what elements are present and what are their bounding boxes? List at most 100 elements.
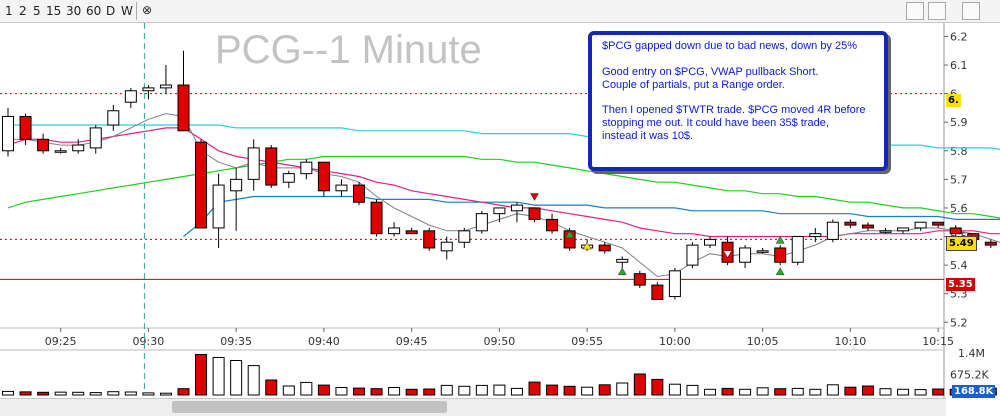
note-line: $PCG gapped down due to bad news, down b… bbox=[602, 40, 874, 53]
note-line: instead it was 10$. bbox=[602, 130, 874, 143]
candle-body bbox=[441, 242, 452, 251]
volume-bar bbox=[90, 393, 101, 395]
candle-body bbox=[55, 151, 66, 153]
note-line: stopping me out. It could have been 35$ … bbox=[602, 117, 874, 130]
volume-bar bbox=[3, 391, 14, 395]
volume-bar bbox=[318, 385, 329, 395]
candle-body bbox=[529, 208, 540, 219]
candle-body bbox=[687, 245, 698, 265]
candle-body bbox=[792, 237, 803, 263]
candle-body bbox=[476, 214, 487, 231]
panel-button[interactable] bbox=[906, 2, 924, 20]
y-tick-label: 5.8 bbox=[950, 145, 968, 158]
x-tick-label: 09:35 bbox=[220, 335, 252, 348]
y-tick-label: 6.2 bbox=[950, 30, 968, 43]
timeframe-2[interactable]: 2 bbox=[19, 4, 27, 18]
x-tick-label: 09:45 bbox=[396, 335, 428, 348]
volume-bar bbox=[564, 386, 575, 395]
candle-body bbox=[406, 231, 417, 234]
volume-bar bbox=[354, 388, 365, 395]
candle-body bbox=[301, 162, 312, 173]
volume-bar bbox=[511, 388, 522, 395]
candle-body bbox=[880, 231, 891, 233]
candle-body bbox=[20, 116, 31, 139]
candle-body bbox=[231, 179, 242, 190]
y-tick-label: 6.1 bbox=[950, 59, 968, 72]
candle-body bbox=[90, 128, 101, 148]
candle-body bbox=[318, 162, 329, 191]
volume-bar bbox=[810, 389, 821, 395]
y-tick-label: 5.4 bbox=[950, 259, 968, 272]
timeframe-15[interactable]: 15 bbox=[46, 4, 61, 18]
candle-body bbox=[915, 222, 926, 228]
volume-bar bbox=[283, 386, 294, 395]
candle-body bbox=[827, 222, 838, 239]
volume-bar bbox=[775, 389, 786, 395]
candle-body bbox=[705, 239, 716, 245]
volume-bar bbox=[160, 393, 171, 395]
volume-bar bbox=[669, 384, 680, 395]
x-tick-label: 09:30 bbox=[133, 335, 165, 348]
volume-bar bbox=[125, 392, 136, 395]
volume-bar bbox=[827, 385, 838, 395]
volume-bar bbox=[687, 385, 698, 395]
timeframe-w[interactable]: W bbox=[121, 4, 133, 18]
candle-body bbox=[371, 202, 382, 233]
candle-body bbox=[389, 228, 400, 234]
candle-body bbox=[845, 222, 856, 225]
candle-body bbox=[266, 148, 277, 185]
horizontal-scrollbar[interactable] bbox=[0, 398, 946, 416]
volume-bar bbox=[599, 385, 610, 395]
volume-bar bbox=[476, 385, 487, 395]
panel-button[interactable] bbox=[962, 2, 980, 20]
volume-bar bbox=[705, 389, 716, 395]
candle-body bbox=[810, 234, 821, 237]
price-tag-prev-level: 6. bbox=[946, 94, 961, 107]
note-line: Good entry on $PCG, VWAP pullback Short. bbox=[602, 66, 874, 79]
timeframe-5[interactable]: 5 bbox=[33, 4, 41, 18]
volume-tick-label: 1.4M bbox=[958, 347, 985, 360]
volume-bar bbox=[266, 380, 277, 395]
x-tick-label: 09:50 bbox=[484, 335, 516, 348]
volume-bar bbox=[389, 388, 400, 396]
candle-body bbox=[354, 185, 365, 202]
volume-bar bbox=[634, 374, 645, 395]
x-tick-label: 09:25 bbox=[45, 335, 77, 348]
timeframe-30[interactable]: 30 bbox=[66, 4, 81, 18]
timeframe-1[interactable]: 1 bbox=[5, 4, 13, 18]
volume-bar bbox=[529, 382, 540, 395]
candle-body bbox=[511, 205, 522, 211]
x-tick-label: 10:15 bbox=[922, 335, 954, 348]
x-tick-label: 10:10 bbox=[835, 335, 867, 348]
candle-body bbox=[669, 271, 680, 297]
volume-bar bbox=[196, 355, 207, 396]
volume-bar bbox=[880, 389, 891, 395]
candle-body bbox=[213, 185, 224, 228]
volume-tick-label: 675.2K bbox=[950, 369, 989, 382]
candle-body bbox=[862, 225, 873, 228]
candle-body bbox=[985, 242, 996, 245]
price-tag-current: 5.49 bbox=[946, 236, 977, 251]
volume-bar bbox=[38, 392, 49, 395]
y-tick-label: 5.2 bbox=[950, 316, 968, 329]
timeframe-d[interactable]: D bbox=[106, 4, 115, 18]
candle-body bbox=[73, 145, 84, 151]
volume-bar bbox=[248, 366, 259, 395]
candle-body bbox=[459, 231, 470, 242]
volume-bar bbox=[792, 388, 803, 395]
candle-body bbox=[196, 142, 207, 228]
x-tick-label: 10:05 bbox=[747, 335, 779, 348]
timeframe-toolbar: 1 2 5 15 30 60 D W ⊗ bbox=[0, 0, 1000, 23]
candle-body bbox=[336, 185, 347, 191]
candle-body bbox=[652, 285, 663, 299]
volume-bar bbox=[178, 389, 189, 395]
panel-button[interactable] bbox=[928, 2, 946, 20]
candle-body bbox=[160, 85, 171, 88]
close-icon[interactable]: ⊗ bbox=[142, 3, 152, 17]
volume-bar bbox=[336, 388, 347, 396]
volume-bar bbox=[617, 383, 628, 395]
timeframe-60[interactable]: 60 bbox=[86, 4, 101, 18]
note-line: Couple of partials, put a Range order. bbox=[602, 79, 874, 92]
scrollbar-thumb[interactable] bbox=[172, 401, 447, 413]
candle-body bbox=[108, 111, 119, 125]
